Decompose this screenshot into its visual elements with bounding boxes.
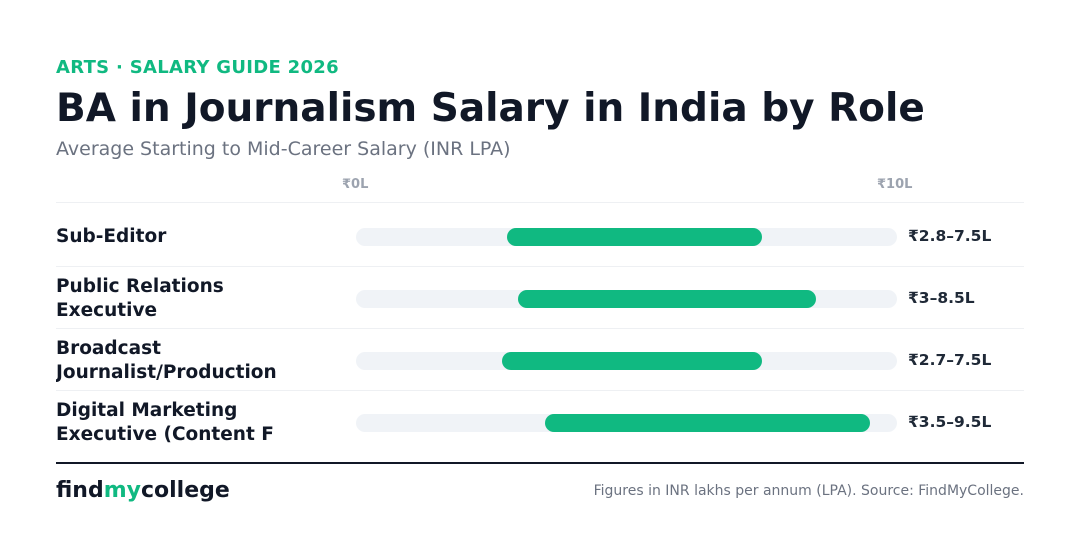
range-track <box>356 228 897 246</box>
logo-suffix: college <box>140 478 230 503</box>
role-label: Sub-Editor <box>56 225 306 249</box>
brand-logo: findmycollege <box>56 478 230 503</box>
chart-row: Sub-Editor ₹2.8–7.5L <box>56 206 1024 268</box>
role-label-line: Digital Marketing <box>56 400 238 421</box>
axis-max-label: ₹10L <box>877 177 913 192</box>
logo-prefix: find <box>56 478 104 503</box>
range-value-label: ₹2.7–7.5L <box>908 351 992 369</box>
axis-min-label: ₹0L <box>342 177 369 192</box>
range-value-label: ₹3.5–9.5L <box>908 413 992 431</box>
role-label-line: Executive (Content F <box>56 424 274 445</box>
range-value-label: ₹3–8.5L <box>908 289 975 307</box>
row-divider <box>56 266 1024 267</box>
role-label-line: Sub-Editor <box>56 226 167 247</box>
page-title: BA in Journalism Salary in India by Role <box>56 86 925 131</box>
range-track <box>356 352 897 370</box>
range-track <box>356 414 897 432</box>
source-note: Figures in INR lakhs per annum (LPA). So… <box>593 483 1024 499</box>
role-label-line: Public Relations <box>56 276 224 297</box>
range-bar <box>545 414 870 432</box>
chart-row: Broadcast Journalist/Production ₹2.7–7.5L <box>56 330 1024 392</box>
range-bar <box>502 352 762 370</box>
range-value-label: ₹2.8–7.5L <box>908 227 992 245</box>
role-label-line: Journalist/Production <box>56 362 277 383</box>
footer-rule <box>56 462 1024 464</box>
header-divider <box>56 202 1024 203</box>
role-label-line: Executive <box>56 300 158 321</box>
logo-accent: my <box>103 478 141 503</box>
row-divider <box>56 390 1024 391</box>
role-label: Digital Marketing Executive (Content F <box>56 399 306 447</box>
eyebrow-label: ARTS · SALARY GUIDE 2026 <box>56 57 339 78</box>
range-track <box>356 290 897 308</box>
role-label: Public Relations Executive <box>56 275 306 323</box>
range-bar <box>518 290 816 308</box>
page-subtitle: Average Starting to Mid-Career Salary (I… <box>56 138 511 160</box>
row-divider <box>56 328 1024 329</box>
range-bar <box>507 228 762 246</box>
chart-row: Public Relations Executive ₹3–8.5L <box>56 268 1024 330</box>
role-label-line: Broadcast <box>56 338 161 359</box>
chart-row: Digital Marketing Executive (Content F ₹3.… <box>56 392 1024 454</box>
role-label: Broadcast Journalist/Production <box>56 337 306 385</box>
